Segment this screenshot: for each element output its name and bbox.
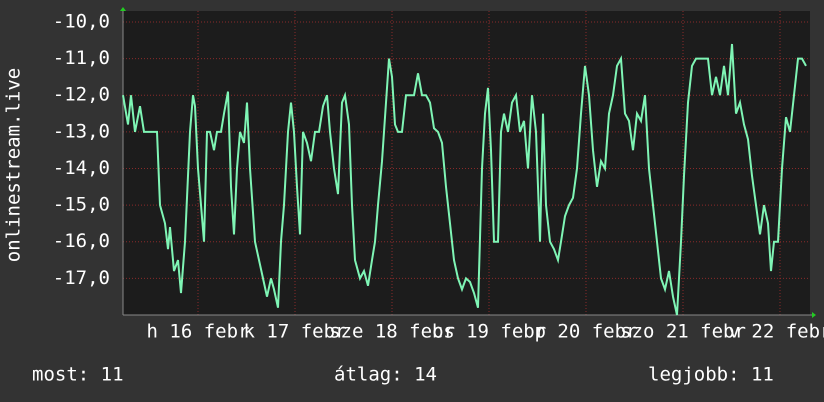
x-tick-label: v 22 febr: [729, 321, 824, 343]
x-tick-label: szo 21 febr: [620, 321, 746, 343]
y-tick-label: -12,0: [53, 84, 110, 106]
y-axis-label: onlinestream.live: [3, 68, 25, 262]
y-tick-label: -11,0: [53, 47, 110, 69]
axis-arrow: [812, 312, 816, 318]
stat: átlag: 14: [334, 364, 437, 386]
data-line: [122, 43, 807, 316]
stat: most: 11: [32, 364, 124, 386]
x-tick-label: p 20 febr: [535, 321, 638, 343]
x-tick-label: sze 18 febr: [329, 321, 455, 343]
y-tick-label: -10,0: [53, 10, 110, 32]
plot-area: [123, 11, 810, 315]
y-tick-label: -14,0: [53, 157, 110, 179]
x-tick-label: h 16 febr: [147, 321, 250, 343]
y-tick-label: -16,0: [53, 230, 110, 252]
x-tick-label: k 17 febr: [244, 321, 347, 343]
y-tick-label: -15,0: [53, 194, 110, 216]
axis-arrow: [120, 7, 126, 11]
y-tick-label: -13,0: [53, 120, 110, 142]
x-tick-label: cs 19 febr: [432, 321, 546, 343]
y-tick-label: -17,0: [53, 267, 110, 289]
stat: legjobb: 11: [648, 364, 774, 386]
